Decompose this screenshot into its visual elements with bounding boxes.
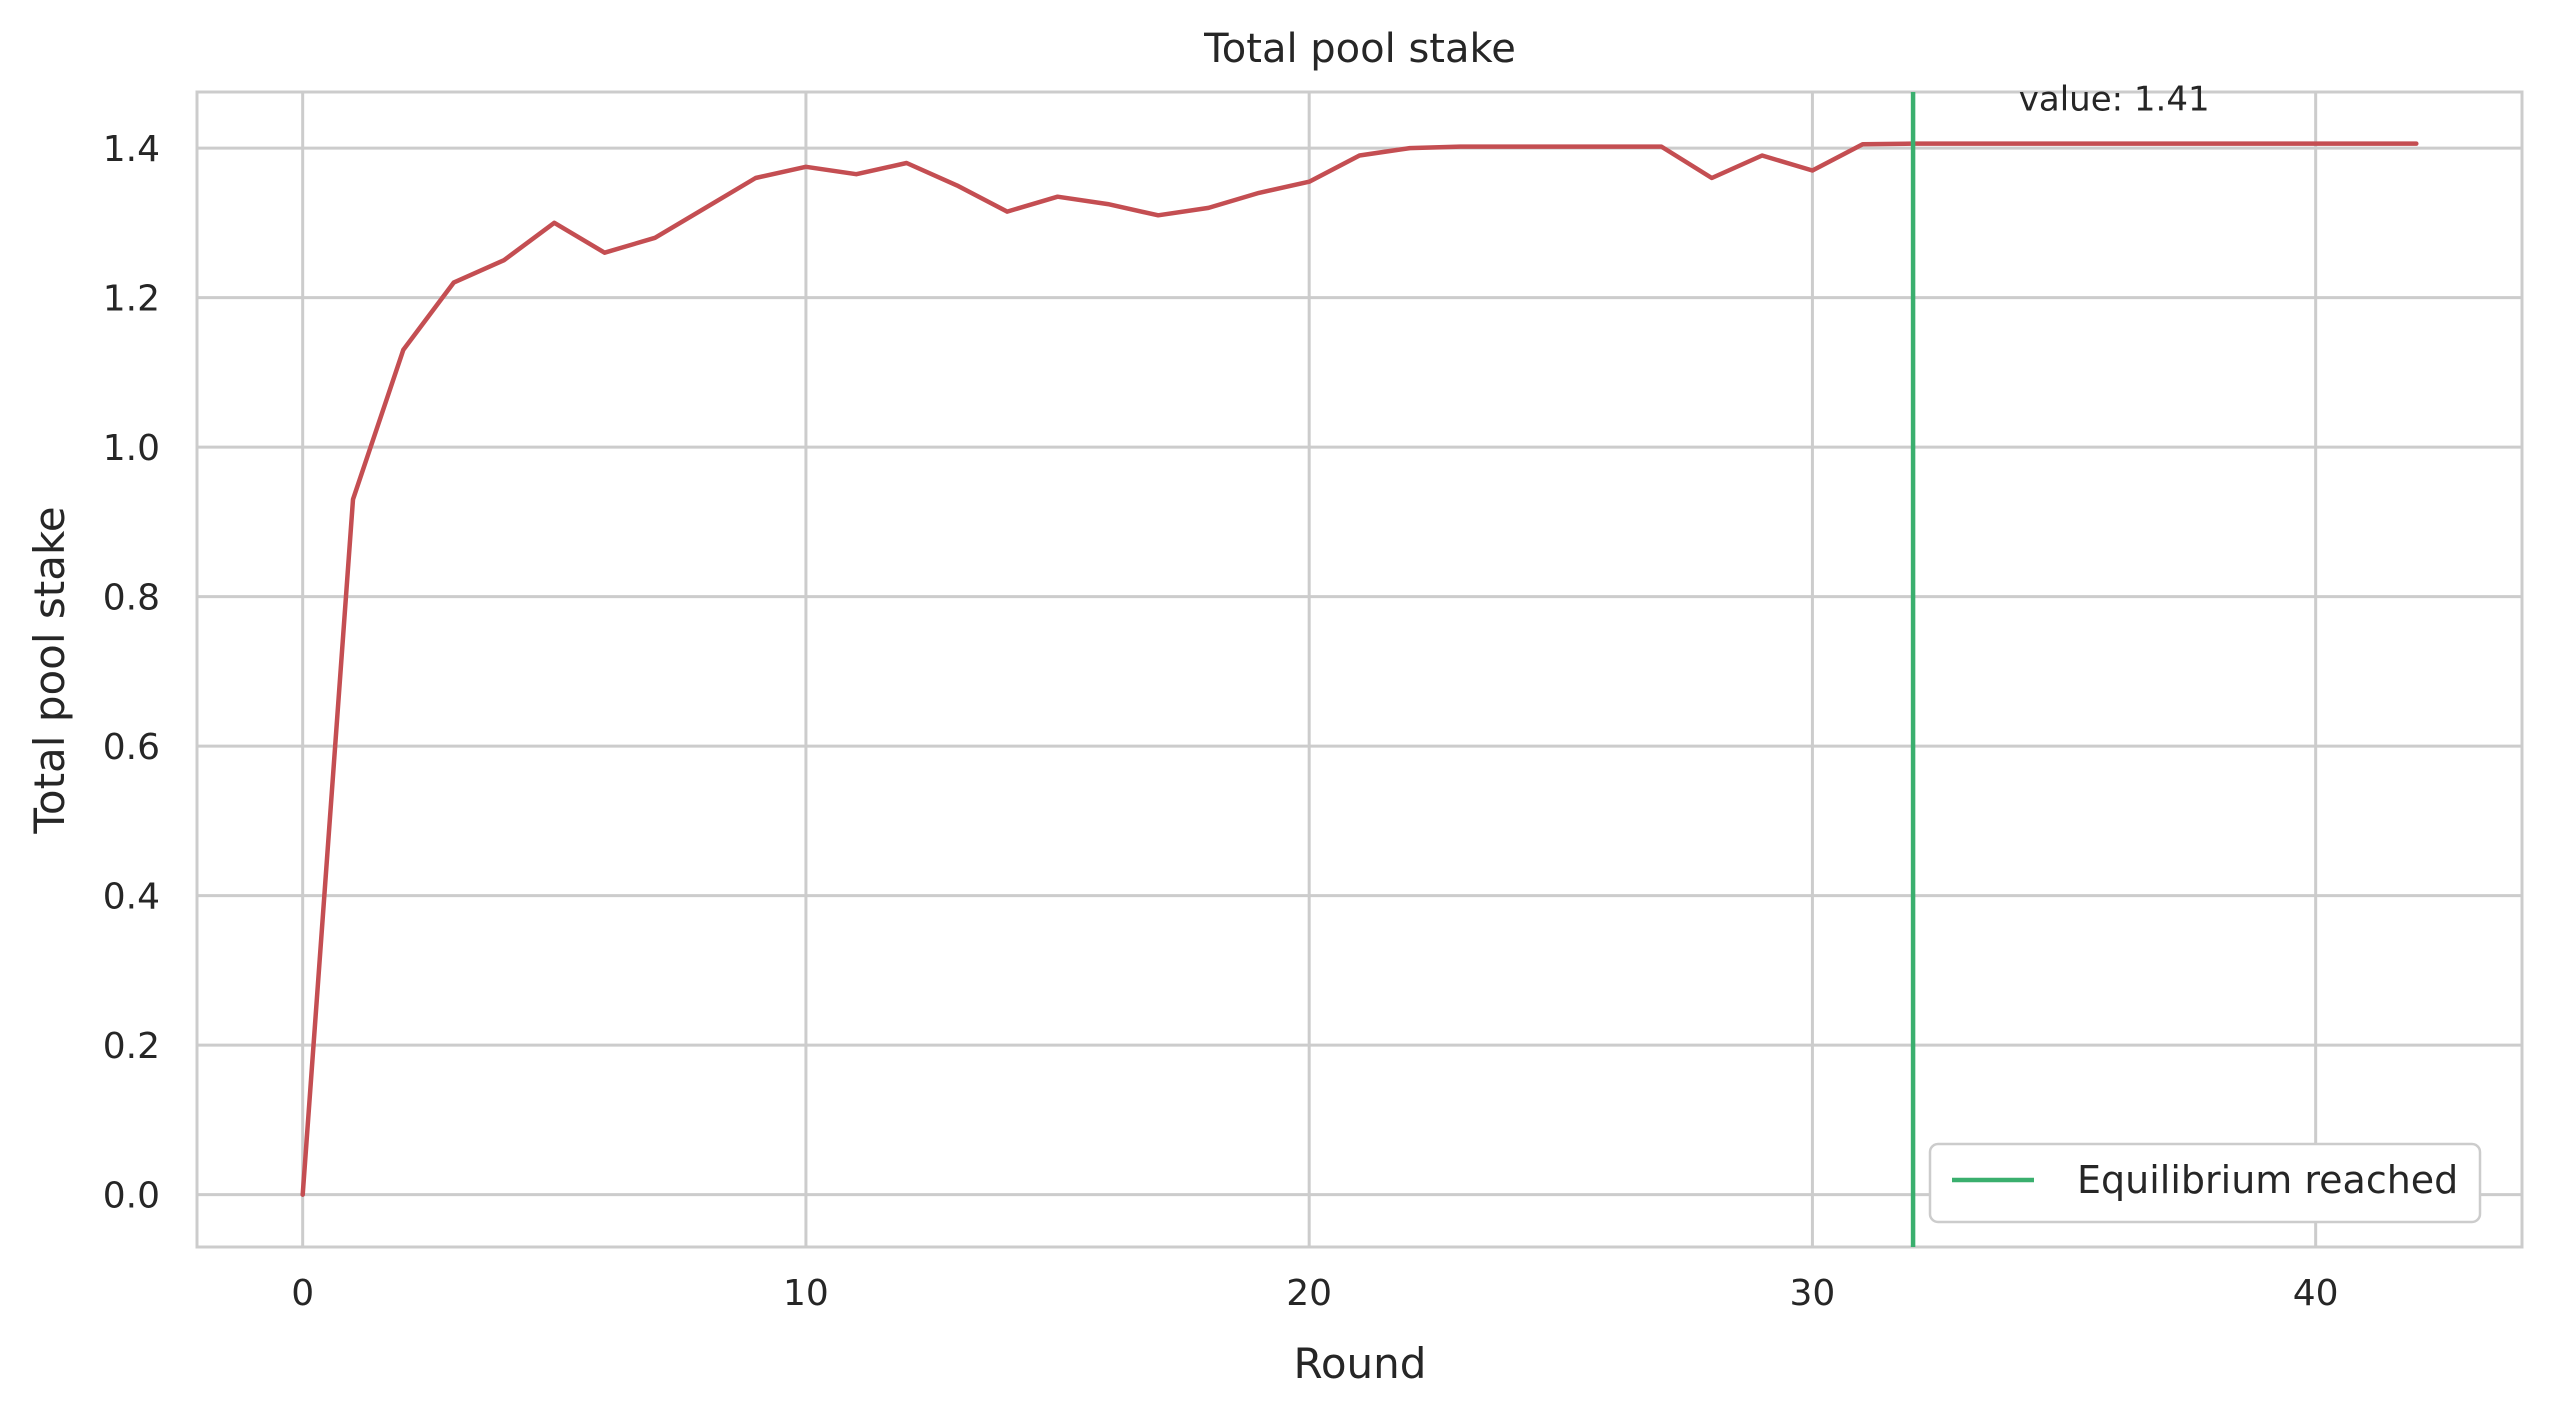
y-tick-label: 0.0 — [103, 1176, 160, 1217]
chart-title: Total pool stake — [1203, 26, 1516, 72]
value-annotation: value: 1.41 — [2019, 80, 2210, 120]
x-tick-label: 20 — [1286, 1273, 1332, 1314]
y-tick-label: 0.4 — [103, 877, 160, 918]
legend: Equilibrium reached — [1928, 1142, 2482, 1224]
series-line — [300, 141, 2419, 1197]
x-tick-label: 10 — [783, 1273, 829, 1314]
series-layer — [300, 141, 2419, 1197]
x-axis-label: Round — [1294, 1339, 1427, 1388]
y-axis-label: Total pool stake — [25, 506, 74, 834]
legend-box — [1928, 1142, 2482, 1224]
y-tick-label: 1.4 — [103, 129, 160, 170]
y-tick-label: 0.6 — [103, 727, 160, 768]
grid — [197, 92, 2522, 1247]
y-tick-label: 1.2 — [103, 279, 160, 320]
x-tick-label: 40 — [2293, 1273, 2339, 1314]
plot-frame — [195, 90, 2524, 1249]
x-tick-label: 0 — [291, 1273, 314, 1314]
x-tick-label: 30 — [1790, 1273, 1836, 1314]
legend-label: Equilibrium reached — [2077, 1158, 2458, 1202]
y-tick-label: 0.8 — [103, 578, 160, 619]
y-tick-labels: 0.0 0.2 0.4 0.6 0.8 1.0 1.2 1.4 — [103, 129, 160, 1217]
y-tick-label: 1.0 — [103, 428, 160, 469]
y-tick-label: 0.2 — [103, 1026, 160, 1067]
x-tick-labels: 0 10 20 30 40 — [291, 1273, 2338, 1314]
